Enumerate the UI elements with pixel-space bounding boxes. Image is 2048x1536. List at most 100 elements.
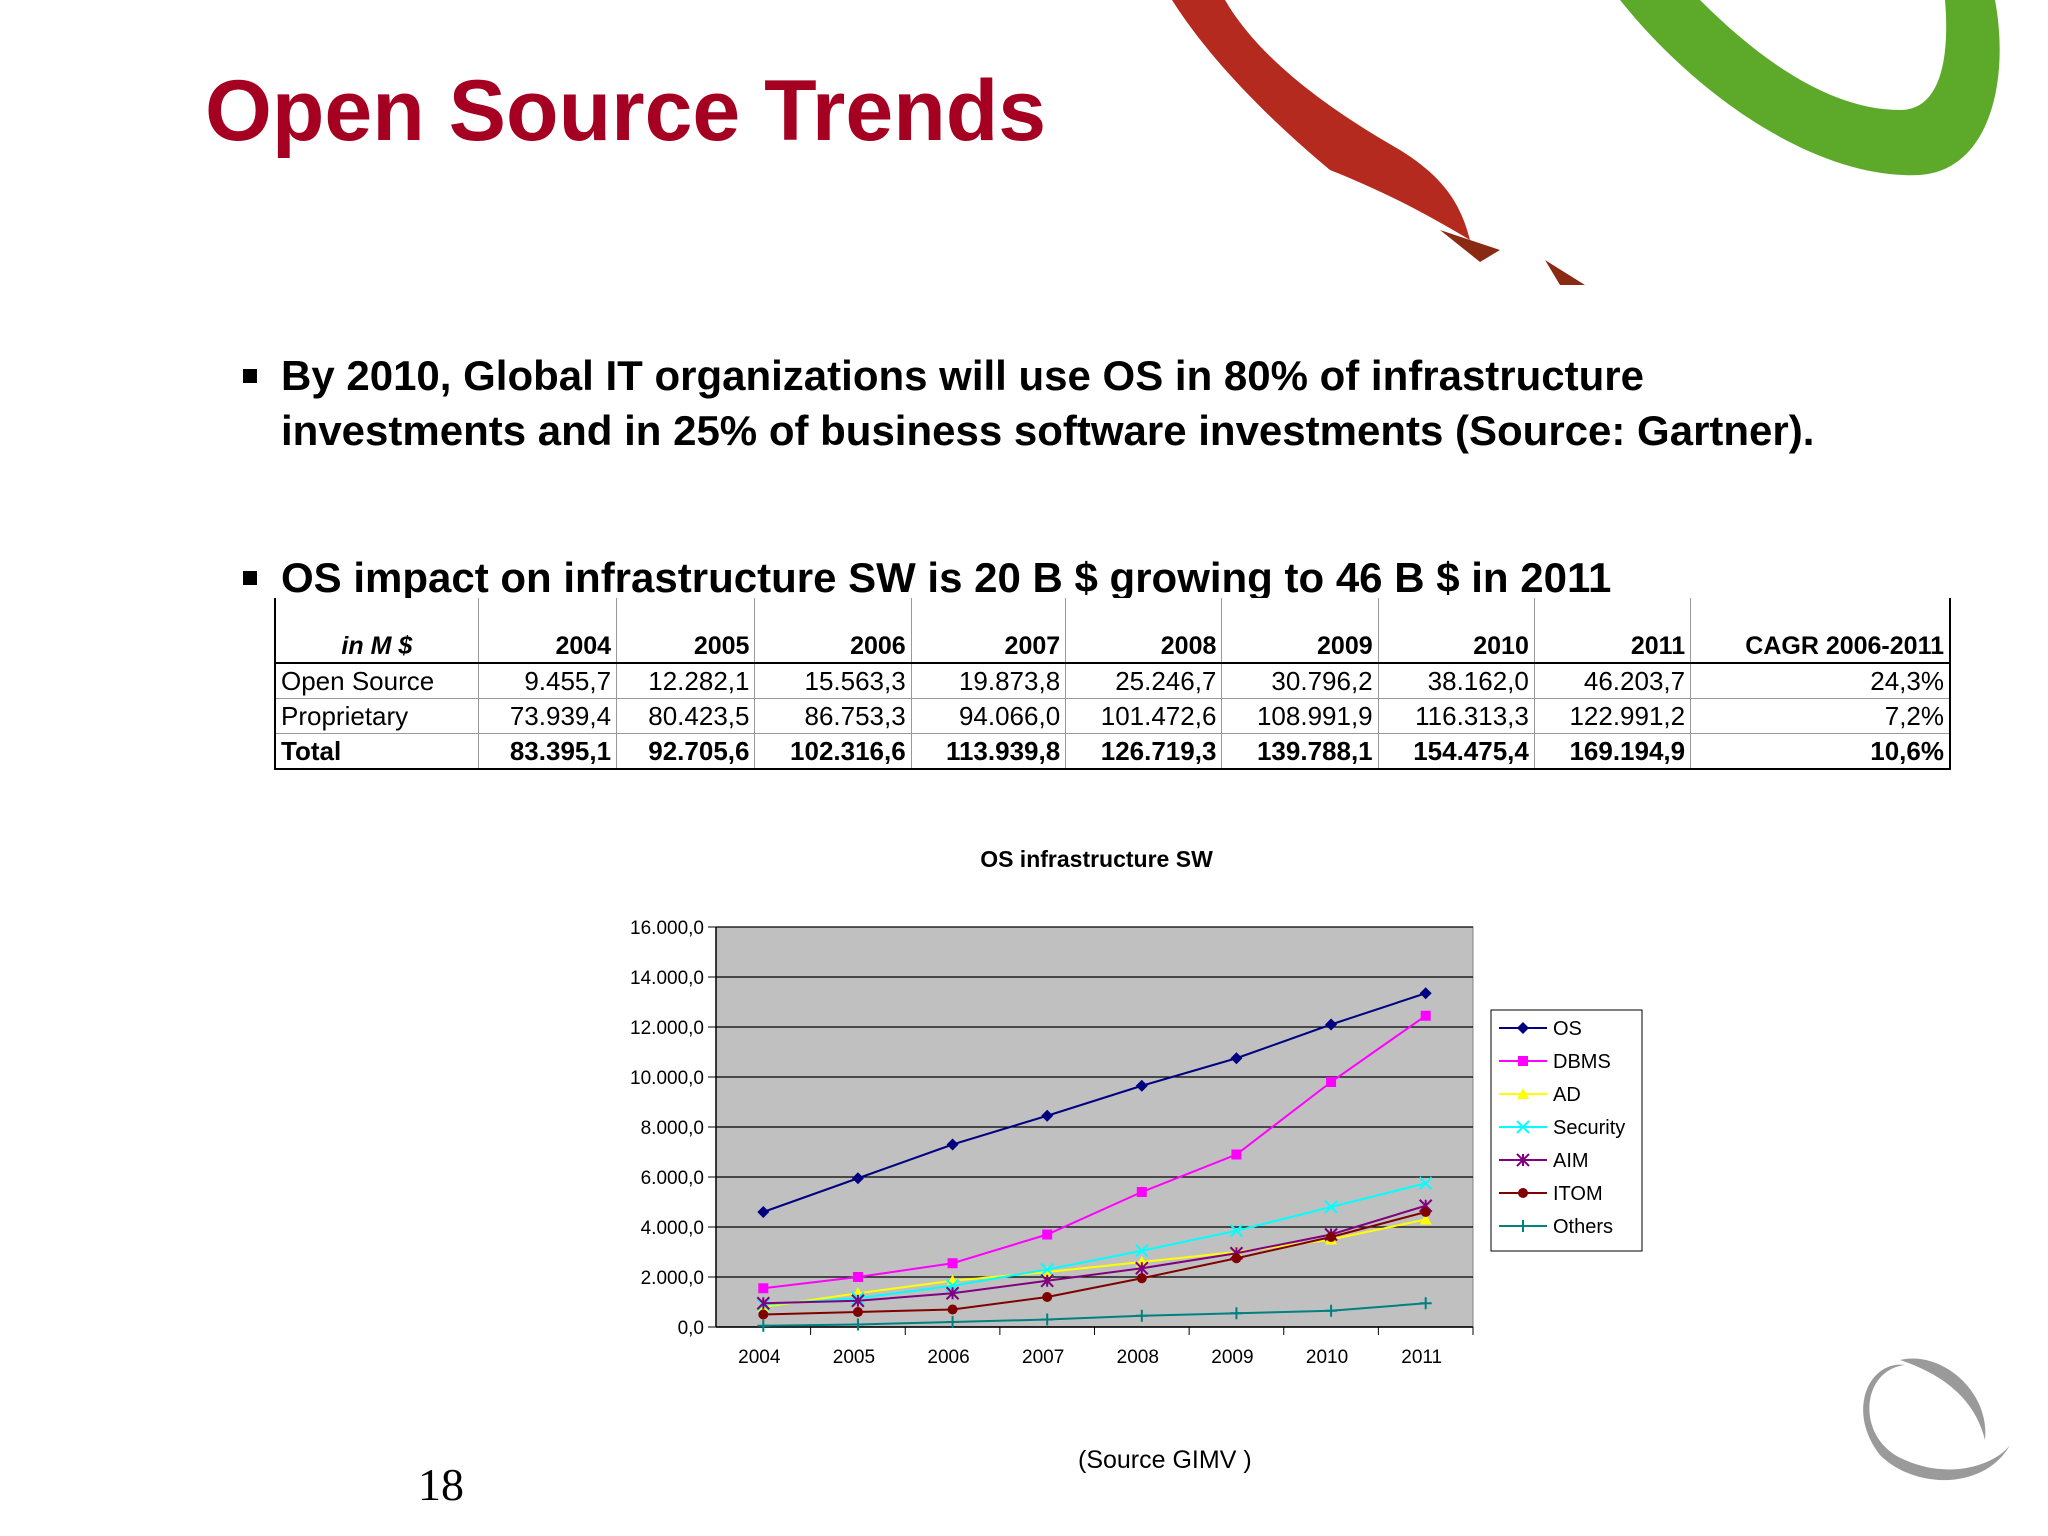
y-tick-label: 8.000,0 xyxy=(641,1118,704,1139)
data-point xyxy=(851,1172,864,1185)
table-cell: 2008 xyxy=(1065,598,1223,664)
y-tick-label: 10.000,0 xyxy=(630,1068,704,1089)
y-tick-label: 16.000,0 xyxy=(630,918,704,939)
legend-label: Others xyxy=(1553,1216,1613,1238)
table-cell: 101.472,6 xyxy=(1065,698,1223,734)
table-cell: 2009 xyxy=(1221,598,1379,664)
data-point xyxy=(946,1138,959,1151)
legend-label: Security xyxy=(1553,1117,1625,1139)
data-point xyxy=(757,1319,770,1332)
table-cell: 80.423,5 xyxy=(616,698,756,734)
table-row: Total 83.395,1 92.705,6 102.316,6 113.939,8 1… xyxy=(273,733,1952,770)
data-point xyxy=(1041,1313,1054,1326)
data-point xyxy=(1041,1109,1054,1122)
red-ribbon xyxy=(1172,0,1470,240)
data-point xyxy=(1136,1273,1147,1284)
table-cell: 12.282,1 xyxy=(616,662,756,699)
x-tick-label: 2011 xyxy=(1401,1347,1442,1368)
table-row: Open Source 9.455,7 12.282,1 15.563,3 19.873… xyxy=(273,662,1952,699)
data-point xyxy=(1135,1079,1148,1092)
series-line xyxy=(763,1204,1426,1305)
series-line xyxy=(763,1218,1426,1308)
table-cell: in M $ xyxy=(273,598,479,664)
table-cell: 126.719,3 xyxy=(1065,733,1223,770)
y-tick-label: 14.000,0 xyxy=(630,968,704,989)
data-point xyxy=(1419,1213,1432,1225)
data-point xyxy=(1042,1292,1053,1302)
table-cell: 122.991,2 xyxy=(1533,698,1692,734)
series-line xyxy=(762,992,1427,1213)
green-ribbon xyxy=(1620,0,2000,176)
data-point xyxy=(1135,1244,1149,1258)
table-cell: 2004 xyxy=(477,598,618,664)
table-cell: 154.475,4 xyxy=(1377,733,1535,770)
data-point xyxy=(852,1307,863,1317)
table-cell: 10,6% xyxy=(1690,733,1952,770)
table-cell: 73.939,4 xyxy=(477,698,618,734)
data-point xyxy=(1325,1018,1338,1031)
data-point xyxy=(947,1258,958,1269)
series-line xyxy=(763,1182,1426,1306)
data-point xyxy=(758,1283,769,1294)
table-cell: 86.753,3 xyxy=(754,698,912,734)
table-cell: 19.873,8 xyxy=(910,662,1067,699)
data-point xyxy=(1419,1297,1432,1310)
table-cell: 94.066,0 xyxy=(910,698,1067,734)
table-cell: 38.162,0 xyxy=(1377,662,1535,699)
x-tick-label: 2010 xyxy=(1306,1347,1348,1368)
data-point xyxy=(1135,1261,1149,1275)
x-tick-label: 2006 xyxy=(927,1347,969,1368)
legend-marker xyxy=(1517,1220,1529,1232)
table-row: in M $2004 2005 2006 2007 2008 2009 2010 2011 CA… xyxy=(273,598,1952,664)
table-cell: CAGR 2006-2011 xyxy=(1690,598,1952,664)
table-cell: 2007 xyxy=(910,598,1067,664)
table-cell: 2010 xyxy=(1377,598,1535,664)
legend-label: DBMS xyxy=(1553,1051,1611,1073)
source-note: (Source GIMV ) xyxy=(1078,1446,1252,1474)
red-ribbon-bits xyxy=(1440,230,1585,285)
legend-marker xyxy=(1517,1088,1529,1099)
data-point xyxy=(945,1286,960,1300)
table-cell: 116.313,3 xyxy=(1377,698,1535,734)
data-point xyxy=(1325,1304,1338,1317)
slide-title: Open Source Trends xyxy=(205,63,1047,159)
bullet: OS impact on infrastructure SW is 20 B $… xyxy=(243,550,1821,605)
logo xyxy=(1863,1358,2010,1481)
data-point xyxy=(1230,1307,1243,1320)
data-point xyxy=(1040,1274,1054,1288)
table-cell: 2005 xyxy=(616,598,756,664)
y-tick-label: 0,0 xyxy=(678,1318,704,1339)
table-cell: 25.246,7 xyxy=(1065,662,1223,699)
table-cell: 7,2% xyxy=(1690,698,1952,734)
y-tick-label: 2.000,0 xyxy=(641,1268,704,1289)
data-point xyxy=(1326,1232,1337,1242)
data-point xyxy=(947,1304,958,1315)
data-point xyxy=(757,1206,770,1218)
data-point xyxy=(1418,1176,1433,1190)
legend-label: AIM xyxy=(1553,1150,1589,1172)
data-point xyxy=(852,1272,863,1282)
chart-title: OS infrastructure SW xyxy=(980,846,1213,872)
y-tick-label: 12.000,0 xyxy=(630,1018,704,1039)
bullet: By 2010, Global IT organizations will us… xyxy=(243,348,1821,458)
data-point xyxy=(1420,1207,1431,1217)
data-point xyxy=(946,1316,959,1328)
legend-marker xyxy=(1517,1022,1529,1034)
table-cell: 83.395,1 xyxy=(477,733,618,770)
data-point xyxy=(756,1296,771,1310)
table-cell: 2011 xyxy=(1533,598,1692,664)
table-cell: 139.788,1 xyxy=(1221,733,1379,770)
data-table: in M $2004 2005 2006 2007 2008 2009 2010 2011 CA… xyxy=(273,598,1952,770)
series-line xyxy=(763,1211,1426,1316)
series-line xyxy=(763,1302,1426,1327)
data-point xyxy=(1136,1187,1147,1197)
legend-marker xyxy=(1516,1153,1530,1167)
data-point xyxy=(1420,1010,1431,1021)
table-cell: Proprietary xyxy=(273,698,479,734)
data-point xyxy=(758,1309,769,1320)
table-cell: 24,3% xyxy=(1690,662,1952,699)
table-cell: 15.563,3 xyxy=(754,662,912,699)
